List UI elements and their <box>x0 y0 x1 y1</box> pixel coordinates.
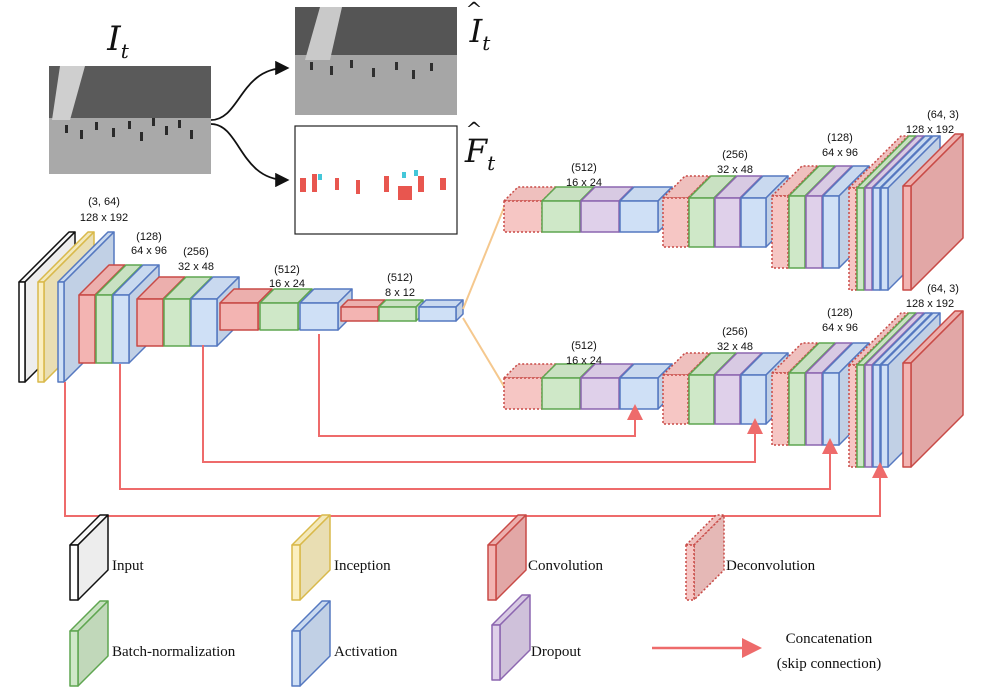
skip-connection-1 <box>318 334 643 437</box>
fork-line-top <box>462 204 506 310</box>
dec-bottom-stage4-size: 128 x 192 <box>906 298 954 310</box>
legend-dropout-label: Dropout <box>531 644 582 660</box>
enc-stage5-channels: (512) <box>387 272 413 284</box>
legend-bn-block <box>69 600 109 687</box>
skip-connection-2 <box>202 345 763 463</box>
stage-labels: (3, 64) 128 x 192 (128) 64 x 96 (256) 32… <box>80 109 959 367</box>
legend-inception-label: Inception <box>334 558 391 574</box>
enc-stage1-size: 128 x 192 <box>80 212 128 224</box>
dec-top-stage1-size: 16 x 24 <box>566 177 602 189</box>
legend-conv-block <box>487 514 527 601</box>
legend-inception-swatch <box>291 514 331 601</box>
skip-connection-4 <box>64 382 888 517</box>
enc-bn-block-5 <box>378 299 424 322</box>
legend: Input Inception Convolution Deconvolutio… <box>69 514 882 687</box>
predicted-frame-hat: ^ <box>466 0 483 21</box>
enc-stage3-size: 32 x 48 <box>178 261 214 273</box>
legend-activation-swatch <box>291 600 331 687</box>
dec-bottom-stage1-channels: (512) <box>571 340 597 352</box>
enc-stage5-size: 8 x 12 <box>385 287 415 299</box>
dec-top-stage1-channels: (512) <box>571 162 597 174</box>
dec-top-stage4-size: 128 x 192 <box>906 124 954 136</box>
enc-act-block-5 <box>418 299 464 322</box>
legend-deconvolution-swatch <box>685 514 725 601</box>
legend-inception-block <box>291 514 331 601</box>
dec-top-stage3-channels: (128) <box>827 132 853 144</box>
dec-top-stage2-size: 32 x 48 <box>717 164 753 176</box>
input-frame-image <box>49 66 211 174</box>
legend-activation-label: Activation <box>334 644 398 660</box>
predicted-frame-image <box>295 7 457 115</box>
legend-dropout-swatch <box>491 594 531 681</box>
dec-bottom-act-2 <box>740 352 789 425</box>
predicted-frame-label: It <box>469 12 492 55</box>
dec-top-stage2-channels: (256) <box>722 149 748 161</box>
decoder-bottom <box>503 310 964 468</box>
fork-arrow-flow <box>210 123 290 188</box>
legend-deconv-block <box>685 514 725 601</box>
dec-bottom-stage4-channels: (64, 3) <box>927 283 959 295</box>
skip-connection-3 <box>119 364 838 490</box>
dec-bottom-stage3-channels: (128) <box>827 307 853 319</box>
legend-convolution-label: Convolution <box>528 558 604 574</box>
predicted-flow-hat: ^ <box>466 117 483 141</box>
encoder <box>18 231 464 383</box>
enc-stage4-size: 16 x 24 <box>269 278 305 290</box>
enc-stage2-size: 64 x 96 <box>131 245 167 257</box>
dec-bottom-stage2-size: 32 x 48 <box>717 341 753 353</box>
predicted-flow-label: Ft <box>464 132 496 175</box>
fork-arrow-frame <box>210 60 290 121</box>
dec-bottom-stage2-channels: (256) <box>722 326 748 338</box>
dec-bottom-stage3-size: 64 x 96 <box>822 322 858 334</box>
fork-line-bottom <box>462 317 506 389</box>
legend-input-swatch <box>69 514 109 601</box>
enc-stage3-channels: (256) <box>183 246 209 258</box>
legend-concat-label: Concatenation <box>786 631 873 647</box>
legend-deconvolution-label: Deconvolution <box>726 558 816 574</box>
input-frame-label: It <box>106 19 129 63</box>
predicted-flow-image <box>294 125 458 235</box>
enc-stage4-channels: (512) <box>274 264 300 276</box>
legend-input-block <box>69 514 109 601</box>
legend-skip-label: (skip connection) <box>777 656 882 672</box>
legend-drop-block <box>491 594 531 681</box>
legend-act-block <box>291 600 331 687</box>
legend-convolution-swatch <box>487 514 527 601</box>
skip-connections <box>64 334 888 517</box>
dec-top-stage4-channels: (64, 3) <box>927 109 959 121</box>
dec-top-conv-out <box>902 133 964 291</box>
dec-bottom-conv-out <box>902 310 964 468</box>
legend-batchnorm-swatch <box>69 600 109 687</box>
legend-input-label: Input <box>112 558 144 574</box>
decoder-top <box>503 133 964 291</box>
legend-batchnorm-label: Batch-normalization <box>112 644 236 660</box>
dec-bottom-stage1-size: 16 x 24 <box>566 355 602 367</box>
dec-top-stage3-size: 64 x 96 <box>822 147 858 159</box>
dec-bottom-bn-1 <box>541 363 595 410</box>
enc-stage2-channels: (128) <box>136 231 162 243</box>
enc-stage1-channels: (3, 64) <box>88 196 120 208</box>
